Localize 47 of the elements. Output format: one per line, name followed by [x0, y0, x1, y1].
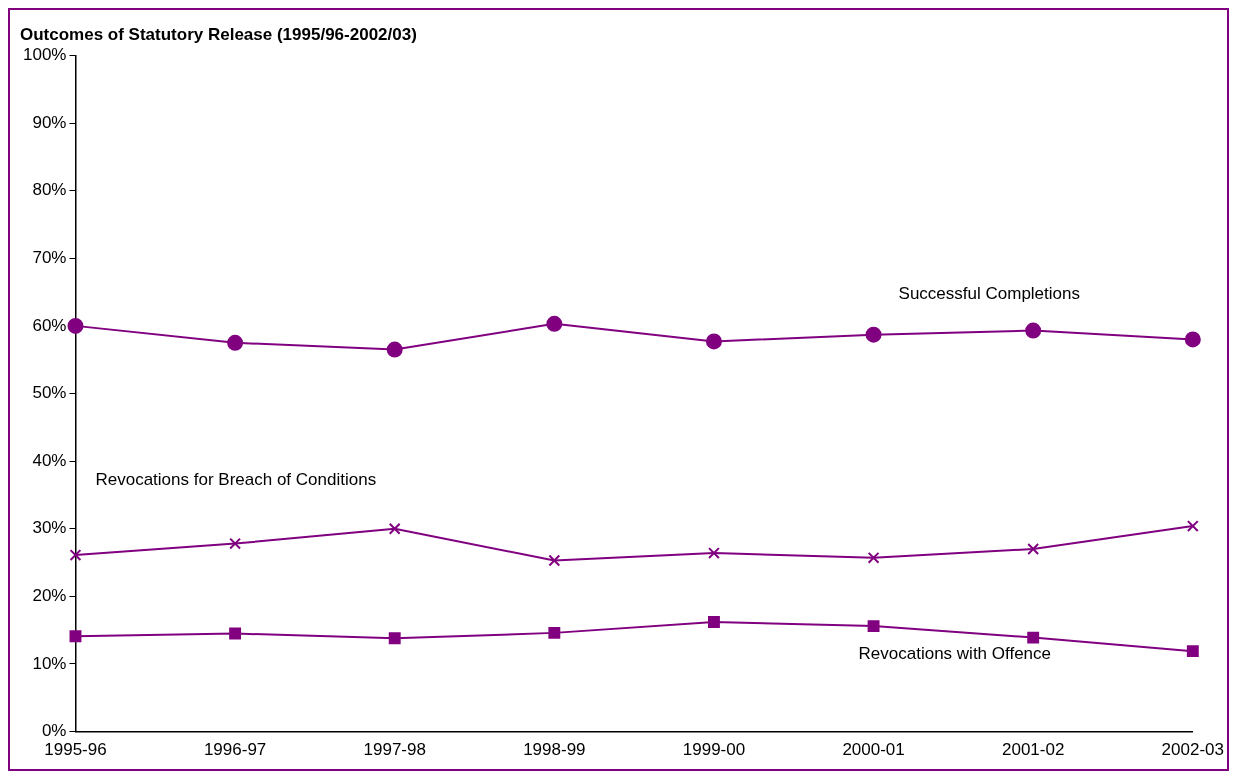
series-label: Successful Completions: [898, 284, 1080, 304]
point: [386, 341, 403, 358]
point: [229, 537, 242, 550]
x-tick-label: 1997-98: [363, 740, 426, 760]
y-tick-label: 80%: [32, 180, 67, 200]
x-tick-label: 2000-01: [842, 740, 905, 760]
point: [1027, 631, 1040, 644]
x-tick-label: 2002-03: [1161, 740, 1224, 760]
text: Revocations for Breach of Conditions: [95, 469, 377, 489]
point: [867, 620, 880, 633]
point: [1025, 322, 1042, 339]
series-label: Revocations with Offence: [858, 643, 1052, 663]
x-tick-label: 1996-97: [203, 740, 267, 760]
chart-title: Outcomes of Statutory Release (1995/96-2002/03): [20, 24, 417, 44]
y-tick-label: 70%: [32, 247, 67, 267]
point: [546, 315, 563, 332]
point: [1027, 543, 1040, 555]
y-tick-label: 0%: [41, 721, 67, 741]
point: [67, 317, 84, 334]
y-tick-label: 40%: [32, 450, 67, 470]
point: [229, 627, 242, 640]
x-tick-label: 1998-99: [523, 740, 586, 760]
point: [867, 551, 880, 564]
point: [69, 630, 82, 643]
x-tick-label: 2001-02: [1001, 740, 1065, 760]
point: [1184, 331, 1201, 348]
point: [708, 547, 720, 560]
x-tick-label: 1999-00: [682, 740, 746, 760]
point: [1186, 645, 1199, 658]
point: [227, 334, 244, 351]
x-tick-label: 1995-96: [44, 740, 107, 760]
y-tick-label: 50%: [32, 383, 67, 403]
point: [69, 549, 82, 562]
point: [865, 326, 882, 343]
y-tick-label: 90%: [32, 112, 67, 132]
y-tick-label: 10%: [32, 653, 67, 673]
point: [705, 333, 722, 350]
y-tick-label: 60%: [32, 315, 67, 335]
point: [388, 522, 401, 535]
y-tick-label: 30%: [32, 518, 67, 538]
point: [548, 554, 561, 567]
point: [548, 626, 561, 639]
point: [388, 632, 401, 645]
y-tick-label: 100%: [23, 45, 67, 65]
y-tick-label: 20%: [32, 586, 67, 606]
point: [1186, 520, 1199, 532]
point: [708, 616, 720, 629]
